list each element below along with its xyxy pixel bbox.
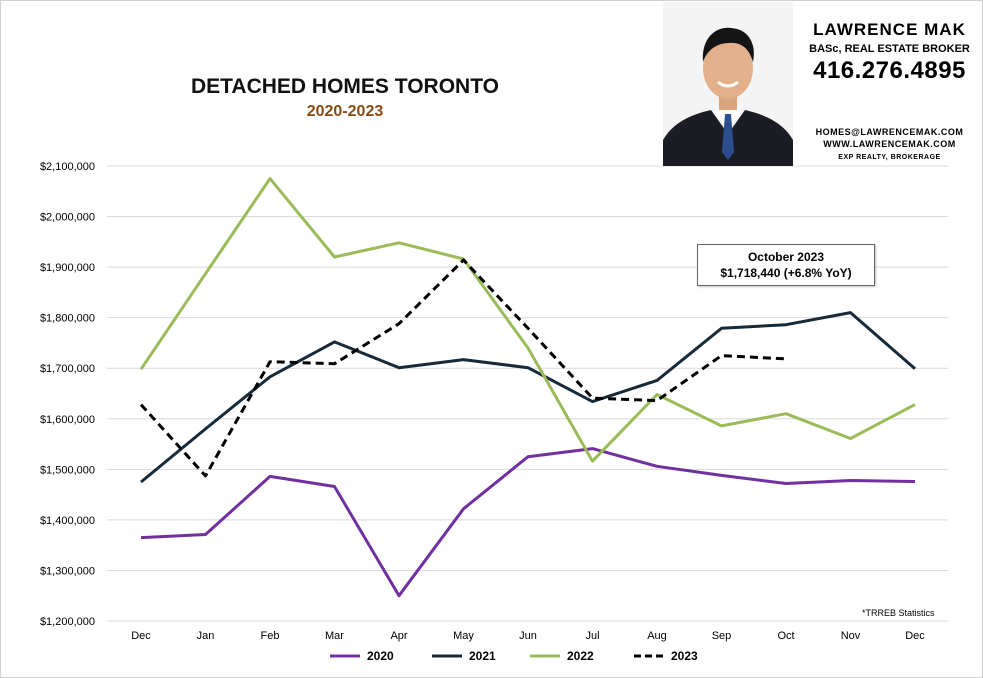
y-tick-label: $1,400,000 xyxy=(40,515,95,527)
agent-photo xyxy=(663,2,793,166)
x-tick-label: May xyxy=(453,630,474,642)
agent-credentials: BASc, REAL ESTATE BROKER xyxy=(809,43,970,55)
legend-label-2021: 2021 xyxy=(469,649,496,663)
x-tick-label: Aug xyxy=(647,630,667,642)
annotation-callout: October 2023 $1,718,440 (+6.8% YoY) xyxy=(697,244,875,286)
x-tick-label: Mar xyxy=(325,630,344,642)
agent-card: LAWRENCE MAK BASc, REAL ESTATE BROKER 41… xyxy=(797,20,982,85)
x-tick-label: Jun xyxy=(519,630,537,642)
agent-brokerage: EXP REALTY, BROKERAGE xyxy=(838,154,941,161)
y-tick-label: $1,900,000 xyxy=(40,262,95,274)
series-line-2022 xyxy=(139,177,916,463)
x-tick-label: Nov xyxy=(841,630,861,642)
y-axis-ticks: $1,200,000 $1,300,000 $1,400,000 $1,500,000… xyxy=(40,161,95,628)
legend-label-2023: 2023 xyxy=(671,649,698,663)
x-tick-label: Feb xyxy=(261,630,280,642)
agent-email: HOMES@LAWRENCEMAK.COM xyxy=(815,127,964,137)
chart-title: DETACHED HOMES TORONTO xyxy=(190,75,500,98)
callout-line2: $1,718,440 (+6.8% YoY) xyxy=(720,266,852,280)
x-tick-label: Jul xyxy=(585,630,599,642)
x-tick-label: Dec xyxy=(905,630,925,642)
x-tick-label: Dec xyxy=(131,630,151,642)
agent-phone: 416.276.4895 xyxy=(813,57,966,84)
x-tick-label: Oct xyxy=(777,630,794,642)
y-tick-label: $1,300,000 xyxy=(40,565,95,577)
x-tick-label: Sep xyxy=(712,630,732,642)
y-tick-label: $1,700,000 xyxy=(40,363,95,375)
series-line-2020 xyxy=(140,447,916,598)
agent-website: WWW.LAWRENCEMAK.COM xyxy=(823,139,956,149)
y-tick-label: $2,000,000 xyxy=(40,212,95,224)
x-tick-label: Jan xyxy=(197,630,215,642)
y-tick-label: $1,500,000 xyxy=(40,464,95,476)
series-lines xyxy=(139,177,916,598)
legend-label-2022: 2022 xyxy=(567,649,594,663)
series-line-2021 xyxy=(140,311,916,484)
agent-contact: HOMES@LAWRENCEMAK.COM WWW.LAWRENCEMAK.CO… xyxy=(797,126,982,164)
series-line-2023 xyxy=(139,258,787,478)
callout-line1: October 2023 xyxy=(747,250,825,264)
agent-name: LAWRENCE MAK xyxy=(813,20,966,39)
y-tick-label: $1,600,000 xyxy=(40,414,95,426)
gridlines xyxy=(107,165,948,622)
y-tick-label: $2,100,000 xyxy=(40,161,95,173)
x-tick-label: Apr xyxy=(390,630,407,642)
chart-subtitle: 2020-2023 xyxy=(306,103,384,120)
y-tick-label: $1,200,000 xyxy=(40,616,95,628)
source-note: *TRREB Statistics xyxy=(862,608,935,618)
y-tick-label: $1,800,000 xyxy=(40,313,95,325)
legend: 2020 2021 2022 2023 xyxy=(330,649,698,663)
x-axis-ticks: Dec Jan Feb Mar Apr May Jun Jul Aug Sep Oct Nov Dec xyxy=(131,630,925,642)
legend-label-2020: 2020 xyxy=(367,649,394,663)
